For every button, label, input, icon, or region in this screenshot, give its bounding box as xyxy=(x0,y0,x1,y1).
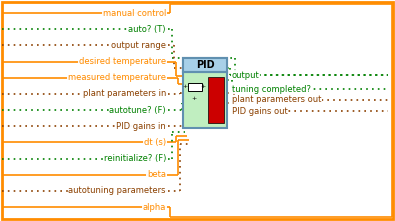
Text: manual control: manual control xyxy=(103,8,166,17)
Text: dt (s): dt (s) xyxy=(144,138,166,147)
Text: autotuning parameters: autotuning parameters xyxy=(68,186,166,195)
Text: reinitialize? (F): reinitialize? (F) xyxy=(103,154,166,163)
Text: plant parameters out: plant parameters out xyxy=(232,95,322,105)
Text: auto? (T): auto? (T) xyxy=(128,25,166,34)
Text: PID gains out: PID gains out xyxy=(232,107,288,116)
Text: beta: beta xyxy=(147,170,166,179)
Text: output: output xyxy=(232,70,260,80)
Text: plant parameters in: plant parameters in xyxy=(83,89,166,98)
Text: +: + xyxy=(200,84,206,88)
Bar xyxy=(183,58,227,72)
Text: PID gains in: PID gains in xyxy=(116,122,166,131)
Text: PID: PID xyxy=(196,60,214,70)
Text: +: + xyxy=(191,97,197,101)
Text: output range: output range xyxy=(111,41,166,50)
Text: alpha: alpha xyxy=(143,202,166,211)
Text: tuning completed?: tuning completed? xyxy=(232,84,311,93)
Bar xyxy=(188,83,202,91)
Text: measured temperature: measured temperature xyxy=(68,73,166,82)
Bar xyxy=(208,77,224,123)
Text: autotune? (F): autotune? (F) xyxy=(109,105,166,114)
Bar xyxy=(183,58,227,128)
Text: desired temperature: desired temperature xyxy=(79,57,166,66)
Text: +: + xyxy=(182,84,188,88)
